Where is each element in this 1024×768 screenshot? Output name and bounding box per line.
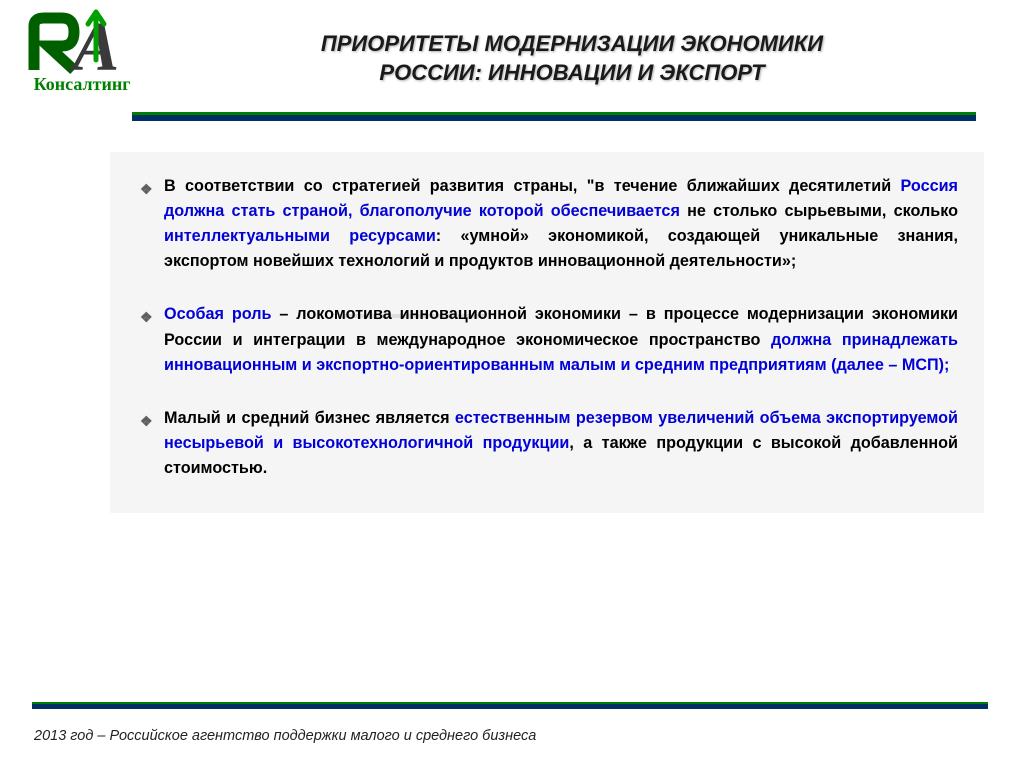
diamond-icon: ❖ bbox=[140, 411, 152, 423]
diamond-icon: ❖ bbox=[140, 179, 152, 191]
footer-text: 2013 год – Российское агентство поддержк… bbox=[34, 728, 536, 744]
title-line1: ПРИОРИТЕТЫ МОДЕРНИЗАЦИИ ЭКОНОМИКИ bbox=[321, 31, 823, 56]
bullet-text: не столько сырьевыми, сколько bbox=[680, 202, 958, 220]
bullet-highlight: интеллектуальными ресурсами bbox=[164, 227, 436, 245]
logo-area: A Консалтинг bbox=[12, 8, 152, 95]
bullet-text: Малый и средний бизнес является bbox=[164, 409, 455, 427]
logo-icon: A bbox=[22, 8, 142, 78]
bullet-item: ❖ Малый и средний бизнес является естест… bbox=[136, 406, 958, 481]
bullet-highlight: Особая роль bbox=[164, 305, 271, 323]
content-card: ❖ В соответствии со стратегией развития … bbox=[110, 152, 984, 513]
slide-title: ПРИОРИТЕТЫ МОДЕРНИЗАЦИИ ЭКОНОМИКИ РОССИИ… bbox=[180, 30, 964, 87]
footer-divider bbox=[32, 702, 988, 712]
header-divider bbox=[132, 112, 976, 124]
bullet-item: ❖ Особая роль – локомотива инновационной… bbox=[136, 302, 958, 377]
bullet-item: ❖ В соответствии со стратегией развития … bbox=[136, 174, 958, 274]
bullet-text: В соответствии со стратегией развития ст… bbox=[164, 177, 901, 195]
diamond-icon: ❖ bbox=[140, 307, 152, 319]
title-line2: РОССИИ: ИННОВАЦИИ И ЭКСПОРТ bbox=[379, 60, 764, 85]
